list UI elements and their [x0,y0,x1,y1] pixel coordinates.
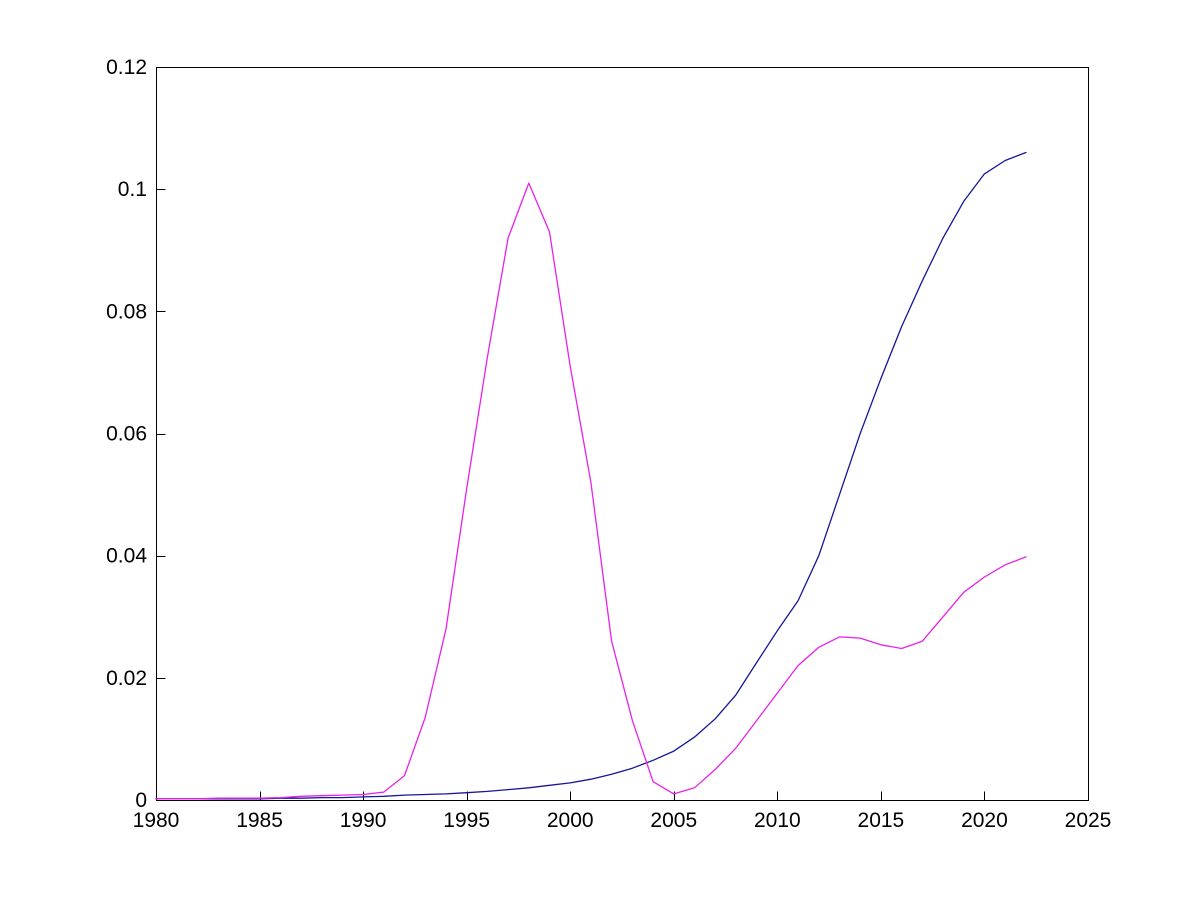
y-tick-label: 0.08 [106,300,147,323]
series-layer [155,151,1027,800]
tick-labels-layer: 1980 1985 1990 1995 2000 2005 2010 2015 2020 2025… [106,56,1111,832]
x-tick-label: 2020 [961,809,1008,832]
axes-layer [156,67,1089,801]
y-tick-label: 0.02 [106,667,147,690]
x-tick-label: 2025 [1065,809,1112,832]
x-tick-label: 2010 [754,809,801,832]
y-tick-label: 0.04 [106,545,147,568]
x-tick-label: 1985 [236,809,283,832]
magenta-line [155,182,1027,800]
y-tick-label: 0 [135,789,147,812]
y-tick-label: 0.06 [106,423,147,446]
y-tick-label: 0.1 [118,178,147,201]
x-tick-label: 2000 [547,809,594,832]
x-tick-label: 1990 [340,809,387,832]
x-tick-label: 1995 [443,809,490,832]
x-tick-label: 2005 [650,809,697,832]
x-tick-label: 2015 [858,809,905,832]
dark-blue-line [155,151,1027,800]
plot-box [156,67,1089,801]
y-tick-label: 0.12 [106,56,147,79]
x-tick-label: 1980 [133,809,180,832]
